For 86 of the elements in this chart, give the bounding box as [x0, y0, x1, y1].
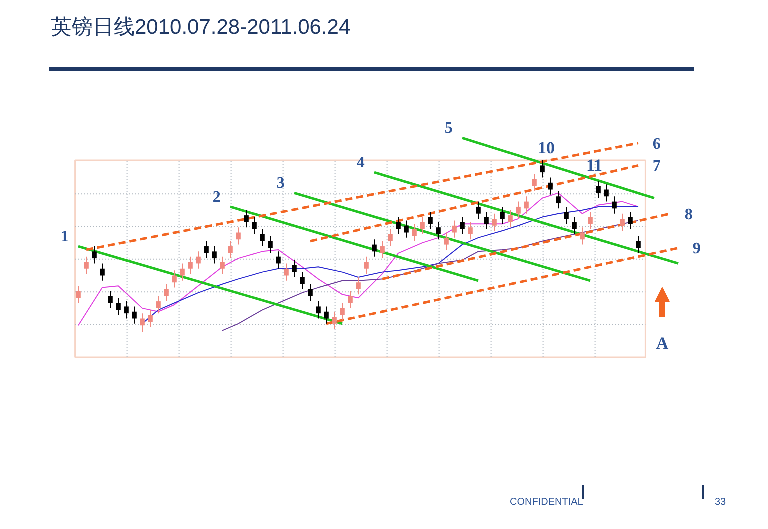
text: CONFIDENTIAL [510, 496, 584, 510]
text: 33 [715, 496, 726, 510]
candlestick [596, 180, 601, 199]
candlestick [236, 227, 241, 246]
text: 10 [538, 138, 555, 158]
candlestick [164, 284, 169, 302]
candlestick [564, 206, 569, 225]
candlestick [188, 256, 193, 275]
series-label: 4 [356, 154, 365, 172]
candlestick [372, 239, 377, 258]
candlestick [428, 212, 433, 230]
candlestick [492, 213, 497, 232]
candlestick [316, 301, 321, 320]
candlestick [348, 290, 353, 309]
annotation: 11 [586, 156, 603, 175]
candlestick [148, 310, 153, 328]
candlestick [260, 228, 265, 248]
candlestick [124, 301, 129, 320]
candlestick [412, 224, 417, 242]
candlestick [396, 216, 401, 235]
candlestick [292, 260, 297, 278]
candlestick [436, 222, 441, 240]
candlestick [524, 196, 529, 214]
candlestick [548, 177, 553, 196]
candlestick [300, 272, 305, 290]
candlestick [636, 236, 641, 254]
candlestick [180, 263, 185, 282]
series-label: 2 [212, 188, 221, 206]
candlestick [468, 222, 473, 240]
candlestick [324, 306, 329, 324]
candlestick [532, 174, 537, 192]
candlestick [484, 212, 489, 230]
candlestick [540, 160, 545, 178]
candlestick [508, 210, 513, 228]
candlestick [604, 184, 609, 202]
candlestick [220, 256, 225, 275]
candlestick [116, 298, 121, 316]
candlestick [228, 240, 233, 260]
candlestick [388, 228, 393, 248]
candlestick [252, 216, 257, 235]
candlestick [380, 240, 385, 260]
series-label: 8 [684, 206, 693, 224]
candlestick [268, 236, 273, 254]
candlestick [284, 263, 289, 282]
candlestick [588, 212, 593, 230]
series-label: 3 [276, 175, 285, 192]
candlestick [140, 313, 145, 334]
candlestick [404, 220, 409, 238]
candlestick [92, 246, 97, 264]
series-label: 5 [444, 120, 453, 138]
candlestick [516, 201, 521, 220]
candlestick [212, 246, 217, 264]
candlestick [196, 251, 201, 270]
candlestick [580, 227, 585, 246]
candlestick [572, 216, 577, 235]
candlestick [108, 290, 113, 309]
candlestick [500, 206, 505, 225]
candlestick [476, 201, 481, 220]
candlestick [620, 213, 625, 232]
candlestick [340, 302, 345, 321]
candlestick [628, 212, 633, 230]
candlestick [204, 240, 209, 260]
candlestick [452, 220, 457, 238]
series-label: 7 [652, 158, 661, 176]
candlestick [84, 256, 89, 275]
candlestick [76, 286, 81, 304]
candlestick [556, 190, 561, 210]
series-label: 9 [692, 240, 701, 258]
candlestick [276, 251, 281, 270]
candlestick [172, 270, 177, 288]
candlestick [332, 311, 337, 330]
candlestick [132, 306, 137, 324]
candlestick [460, 216, 465, 235]
candlestick [420, 216, 425, 235]
candlestick [612, 196, 617, 214]
candlestick [364, 256, 369, 275]
candlestick [444, 232, 449, 250]
candlestick [308, 284, 313, 302]
candlestick [356, 276, 361, 296]
series-label: 1 [60, 228, 69, 246]
candlestick [156, 296, 161, 314]
series-label: 6 [652, 136, 661, 153]
chart-title: 英镑日线2010.07.28-2011.06.24 [51, 15, 351, 41]
candlestick [100, 263, 105, 282]
candlestick [244, 210, 249, 228]
text: A [656, 334, 670, 354]
